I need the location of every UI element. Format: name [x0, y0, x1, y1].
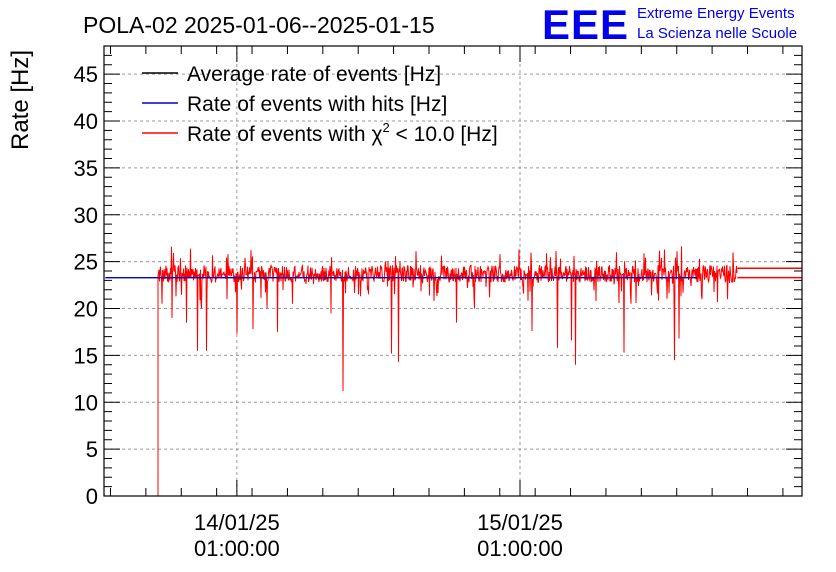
x-tick-label-time: 01:00:00	[477, 536, 563, 561]
legend-chi2-symbol: χ	[371, 123, 382, 146]
eee-logo-mark: EEE	[542, 1, 629, 48]
eee-logo-line1: Extreme Energy Events	[637, 5, 795, 22]
y-tick-label: 30	[74, 203, 98, 228]
legend-label-hits: Rate of events with hits [Hz]	[187, 93, 447, 116]
x-tick-label-time: 01:00:00	[194, 536, 280, 561]
y-tick-label: 40	[74, 109, 98, 134]
y-tick-labels: 0 5 10 15 20 25 30 35 40 45	[74, 62, 98, 509]
y-tick-label: 10	[74, 390, 98, 415]
series-line-chi2	[157, 246, 738, 496]
eee-logo-line2: La Scienza nelle Scuole	[637, 25, 797, 42]
x-tick-label-date: 15/01/25	[477, 510, 563, 535]
y-tick-label: 35	[74, 156, 98, 181]
eee-logo: EEE Extreme Energy Events La Scienza nel…	[542, 1, 797, 48]
axis-ticks	[104, 46, 802, 497]
y-tick-label: 0	[86, 484, 98, 509]
y-tick-label: 20	[74, 297, 98, 322]
legend-chi2-prefix: Rate of events with	[187, 123, 371, 146]
legend-chi2-superscript: 2	[382, 120, 389, 135]
grid-lines	[104, 46, 802, 496]
legend-chi2-suffix: < 10.0 [Hz]	[390, 123, 498, 146]
y-tick-label: 5	[86, 437, 98, 462]
x-tick-label-date: 14/01/25	[194, 510, 280, 535]
series-layer	[105, 246, 802, 496]
y-tick-label: 45	[74, 62, 98, 87]
legend: Average rate of events [Hz] Rate of even…	[142, 63, 498, 146]
y-axis-label: Rate [Hz]	[7, 50, 34, 150]
plot-frame	[103, 45, 803, 497]
y-tick-label: 25	[74, 250, 98, 275]
chart-title: POLA-02 2025-01-06--2025-01-15	[83, 12, 435, 38]
y-tick-label: 15	[74, 343, 98, 368]
legend-label-chi2: Rate of events with χ2 < 10.0 [Hz]	[187, 120, 498, 146]
legend-label-average: Average rate of events [Hz]	[187, 63, 441, 86]
